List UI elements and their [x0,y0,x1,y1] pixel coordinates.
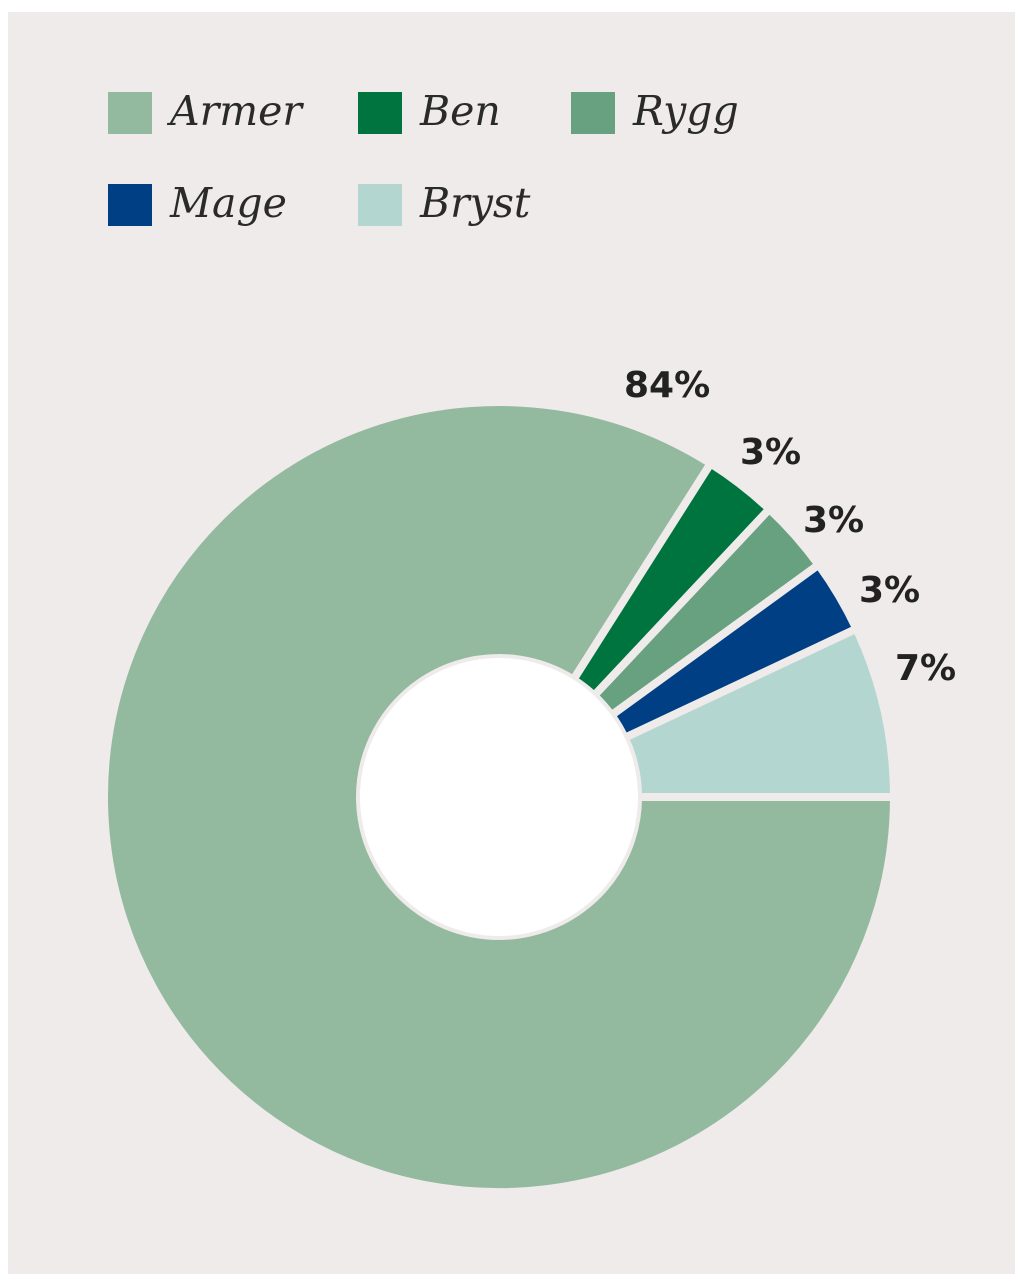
donut-hole [360,658,638,936]
data-label-bryst: 7% [895,648,956,689]
legend-swatch [571,92,615,134]
legend-label: Bryst [420,179,531,227]
legend-label: Ben [420,87,501,135]
legend-label: Mage [170,179,287,227]
data-label-armer: 84% [624,365,710,406]
chart-panel: Armer Ben Rygg Mage Bryst 84% 3% 3% 3% 7% [8,12,1015,1274]
legend-swatch [108,184,152,226]
legend-label: Rygg [633,87,739,135]
data-label-rygg: 3% [803,500,864,541]
legend-swatch [358,184,402,226]
data-label-ben: 3% [740,432,801,473]
donut-chart: 84%3%3%3%7% [100,365,956,1196]
chart-legend: Armer Ben Rygg Mage Bryst [8,12,1015,272]
legend-label: Armer [170,87,302,135]
legend-swatch [108,92,152,134]
legend-swatch [358,92,402,134]
data-label-mage: 3% [859,570,920,611]
